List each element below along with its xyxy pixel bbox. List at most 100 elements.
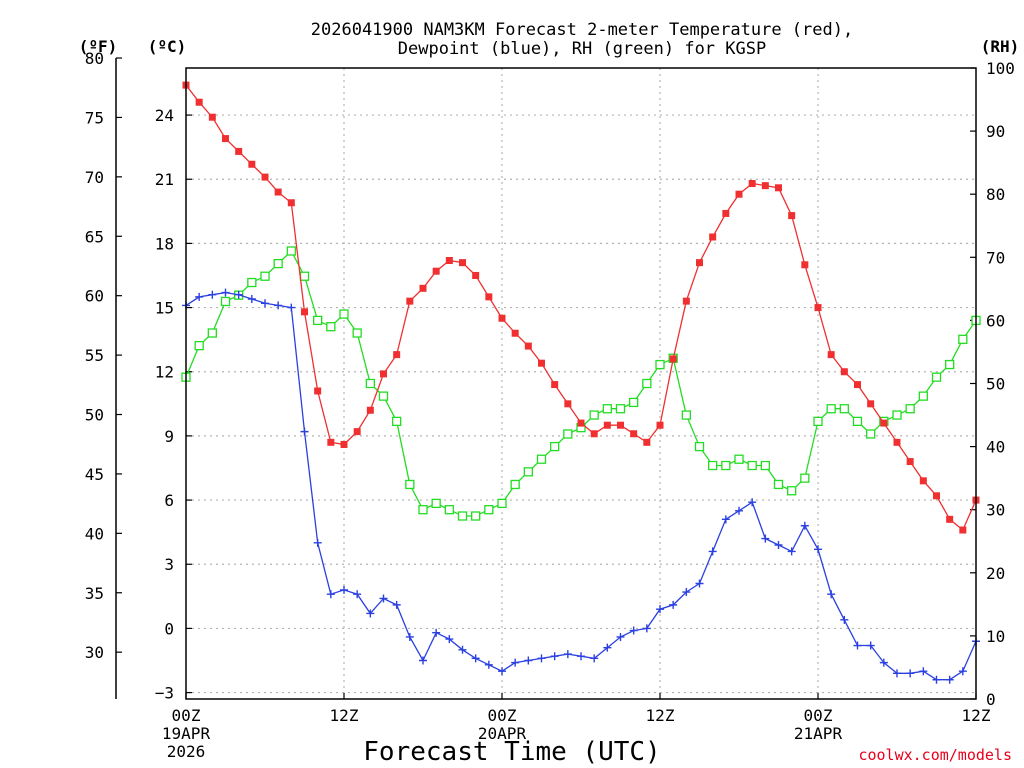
dewpoint-point xyxy=(195,292,204,301)
dewpoint-point xyxy=(366,609,375,618)
dewpoint-point xyxy=(958,667,967,676)
dewpoint-point xyxy=(748,498,757,507)
rh-point xyxy=(471,511,481,521)
temperature-point xyxy=(314,387,322,395)
dewpoint-point xyxy=(313,538,322,547)
rh-point xyxy=(905,404,915,414)
dewpoint-point xyxy=(893,669,901,678)
temperature-point xyxy=(814,304,822,312)
temperature-point xyxy=(511,329,519,337)
rh-point xyxy=(392,416,402,427)
fahrenheit-tick-label: 80 xyxy=(85,49,104,68)
rh-tick-label: 0 xyxy=(986,690,996,709)
celsius-tick-label: 24 xyxy=(155,106,174,125)
rh-point xyxy=(563,429,573,439)
temperature-point xyxy=(445,257,453,265)
celsius-tick-label: 3 xyxy=(164,555,174,574)
dewpoint-point xyxy=(866,641,875,650)
dewpoint-point xyxy=(392,600,401,609)
rh-point xyxy=(523,467,533,477)
dewpoint-point xyxy=(800,521,809,530)
dewpoint-point xyxy=(906,669,915,678)
temperature-point xyxy=(840,368,848,376)
temperature-point xyxy=(906,458,914,466)
rh-point xyxy=(945,359,955,370)
temperature-point xyxy=(432,267,440,275)
temperature-point xyxy=(919,477,927,485)
dewpoint-point xyxy=(642,624,651,633)
temperature-point xyxy=(722,209,730,217)
temperature-point xyxy=(933,492,940,500)
celsius-tick-label: 18 xyxy=(155,234,174,253)
dewpoint-point xyxy=(879,658,888,667)
rh-tick-label: 30 xyxy=(986,501,1005,520)
rh-point xyxy=(444,505,454,515)
dewpoint-point xyxy=(721,515,730,524)
temperature-point xyxy=(709,233,717,241)
rh-tick-label: 10 xyxy=(986,627,1005,646)
chart-title-line-2: Dewpoint (blue), RH (green) for KGSP xyxy=(398,39,766,59)
dewpoint-point xyxy=(550,652,559,661)
dewpoint-point xyxy=(247,295,256,304)
rh-point xyxy=(813,416,823,427)
rh-point xyxy=(800,473,810,483)
rh-point xyxy=(378,391,389,401)
x-tick-label: 12Z xyxy=(962,706,991,725)
x-axis-title: Forecast Time (UTC) xyxy=(363,737,660,767)
dewpoint-point xyxy=(695,579,704,588)
temperature-point xyxy=(366,406,374,414)
fahrenheit-tick-label: 60 xyxy=(85,287,104,306)
rh-point xyxy=(313,315,323,326)
temperature-point xyxy=(696,259,703,267)
temperature-point xyxy=(380,370,387,378)
dewpoint-point xyxy=(774,540,783,549)
chart-title: 2026041900 NAM3KM Forecast 2-meter Tempe… xyxy=(311,20,853,59)
rh-point xyxy=(260,271,270,281)
x-tick-label: 20APR xyxy=(478,724,527,743)
dewpoint-point xyxy=(511,658,520,667)
temperature-point xyxy=(195,98,203,106)
dewpoint-point xyxy=(353,590,362,599)
rh-point xyxy=(760,460,770,471)
temperature-point xyxy=(788,212,796,220)
temperature-point xyxy=(235,147,243,155)
temperature-point xyxy=(340,440,348,448)
dewpoint-point xyxy=(419,656,427,665)
rh-point xyxy=(457,511,468,521)
x-tick-label: 19APR xyxy=(162,724,211,743)
dewpoint-point xyxy=(445,635,454,644)
dewpoint-point xyxy=(853,641,862,650)
celsius-tick-label: 9 xyxy=(164,427,174,446)
dewpoint-point xyxy=(340,585,348,594)
rh-point xyxy=(405,479,415,490)
rh-point xyxy=(273,258,283,269)
rh-point xyxy=(721,460,731,471)
fahrenheit-tick-label: 30 xyxy=(85,643,104,662)
temperature-point xyxy=(301,308,308,316)
rh-point xyxy=(339,309,349,319)
temperature-point xyxy=(393,351,401,359)
rh-point xyxy=(326,322,336,332)
rh-point xyxy=(589,410,599,420)
temperature-point xyxy=(801,261,809,269)
temperature-point xyxy=(946,515,954,523)
temperature-point xyxy=(353,428,361,436)
dewpoint-point xyxy=(537,654,546,663)
dewpoint-point xyxy=(261,299,269,308)
temperature-point xyxy=(617,421,624,429)
dewpoint-point xyxy=(498,667,506,676)
dewpoint-point xyxy=(603,643,612,652)
rh-tick-label: 70 xyxy=(986,248,1005,267)
celsius-tick-label: −3 xyxy=(155,684,174,703)
rh-point xyxy=(734,454,744,464)
rh-point xyxy=(787,486,797,496)
plot-frame xyxy=(185,67,977,700)
temperature-point xyxy=(577,419,585,427)
temperature-point xyxy=(524,342,532,350)
dewpoint-point xyxy=(234,290,243,299)
rh-point xyxy=(958,334,968,344)
rh-point xyxy=(826,404,836,414)
temperature-point xyxy=(248,160,256,168)
temperature-point xyxy=(775,184,782,192)
